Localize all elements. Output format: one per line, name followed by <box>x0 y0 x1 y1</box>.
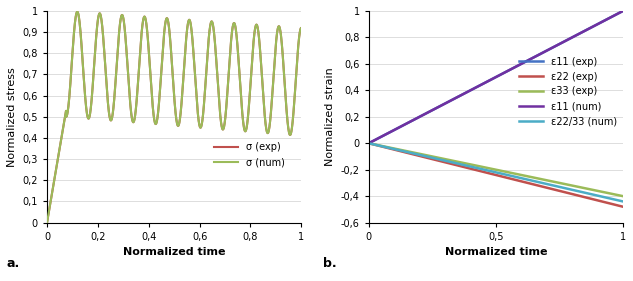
X-axis label: Normalized time: Normalized time <box>123 247 225 257</box>
Legend: σ (exp), σ (num): σ (exp), σ (num) <box>210 139 289 171</box>
σ (exp) <box>292 69 300 73</box>
σ (num) <box>265 128 273 132</box>
σ (num) <box>141 15 148 18</box>
σ (exp) <box>43 221 51 224</box>
σ (exp) <box>265 128 273 132</box>
Y-axis label: Normalized stress: Normalized stress <box>7 67 17 167</box>
σ (num) <box>43 221 51 224</box>
Text: a.: a. <box>6 257 20 270</box>
Legend: ε11 (exp), ε22 (exp), ε33 (exp), ε11 (num), ε22/33 (num): ε11 (exp), ε22 (exp), ε33 (exp), ε11 (nu… <box>515 53 621 130</box>
σ (num) <box>87 103 95 106</box>
Line: σ (exp): σ (exp) <box>47 12 301 223</box>
σ (exp) <box>141 15 148 18</box>
σ (exp) <box>73 10 81 13</box>
σ (num) <box>73 10 81 13</box>
σ (num) <box>152 122 160 126</box>
σ (exp) <box>298 26 305 30</box>
σ (num) <box>298 26 305 30</box>
σ (exp) <box>152 122 160 126</box>
X-axis label: Normalized time: Normalized time <box>444 247 547 257</box>
Text: b.: b. <box>323 257 337 270</box>
σ (num) <box>72 13 80 17</box>
Line: σ (num): σ (num) <box>47 12 301 223</box>
σ (num) <box>292 69 300 73</box>
σ (exp) <box>87 103 95 106</box>
σ (exp) <box>72 13 80 17</box>
Y-axis label: Normalized strain: Normalized strain <box>325 67 335 166</box>
